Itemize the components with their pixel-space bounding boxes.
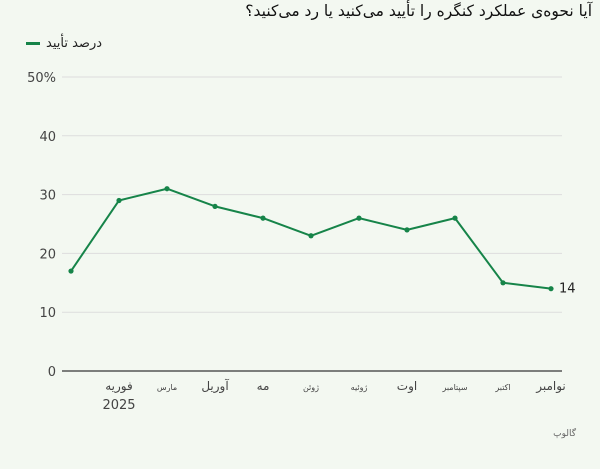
end-value-label: 14 xyxy=(559,282,576,297)
source-label: گالوپ xyxy=(553,429,576,439)
data-point xyxy=(212,203,218,209)
x-year-label: 2025 xyxy=(102,398,135,413)
y-tick-label: 30 xyxy=(39,189,56,204)
data-point xyxy=(452,215,458,221)
data-point xyxy=(68,268,74,274)
y-tick-label: 10 xyxy=(39,306,56,321)
data-point xyxy=(500,280,506,286)
chart-title: آیا نحوه‌ی عملکرد کنگره را تأیید می‌کنید… xyxy=(245,2,592,20)
x-axis-ticks: فوریه مارس آوریل مه ژوئن ژوئیه اوت سپتامبر اکتبر… xyxy=(102,378,565,413)
data-point xyxy=(164,186,170,192)
data-point xyxy=(404,227,410,233)
legend-label: درصد تأیید xyxy=(46,36,103,51)
x-tick-label: آوریل xyxy=(201,378,229,394)
x-tick-label: ژوئن xyxy=(303,383,319,392)
y-tick-label: 40 xyxy=(39,130,56,145)
data-point xyxy=(548,286,554,292)
y-tick-label: 20 xyxy=(39,247,56,262)
series-line xyxy=(70,187,552,290)
y-axis-ticks: 0 10 20 30 40 50% xyxy=(27,71,56,380)
x-tick-label: اوت xyxy=(397,379,417,394)
x-tick-label: مه xyxy=(257,379,270,393)
data-point xyxy=(116,197,122,204)
x-tick-label: ژوئیه xyxy=(351,383,368,392)
x-tick-label: سپتامبر xyxy=(441,383,467,392)
y-tick-label: 0 xyxy=(48,365,56,380)
data-point xyxy=(308,233,314,239)
data-point xyxy=(356,215,362,221)
gridlines xyxy=(62,76,562,372)
x-tick-label: فوریه xyxy=(105,379,133,394)
legend: درصد تأیید xyxy=(26,36,102,51)
data-point xyxy=(260,215,266,221)
data-points xyxy=(68,186,554,292)
y-tick-label: 50% xyxy=(27,71,56,86)
x-tick-label: مارس xyxy=(157,383,177,392)
x-tick-label: نوامبر xyxy=(535,379,566,394)
legend-swatch xyxy=(26,42,40,45)
x-tick-label: اکتبر xyxy=(494,383,510,392)
